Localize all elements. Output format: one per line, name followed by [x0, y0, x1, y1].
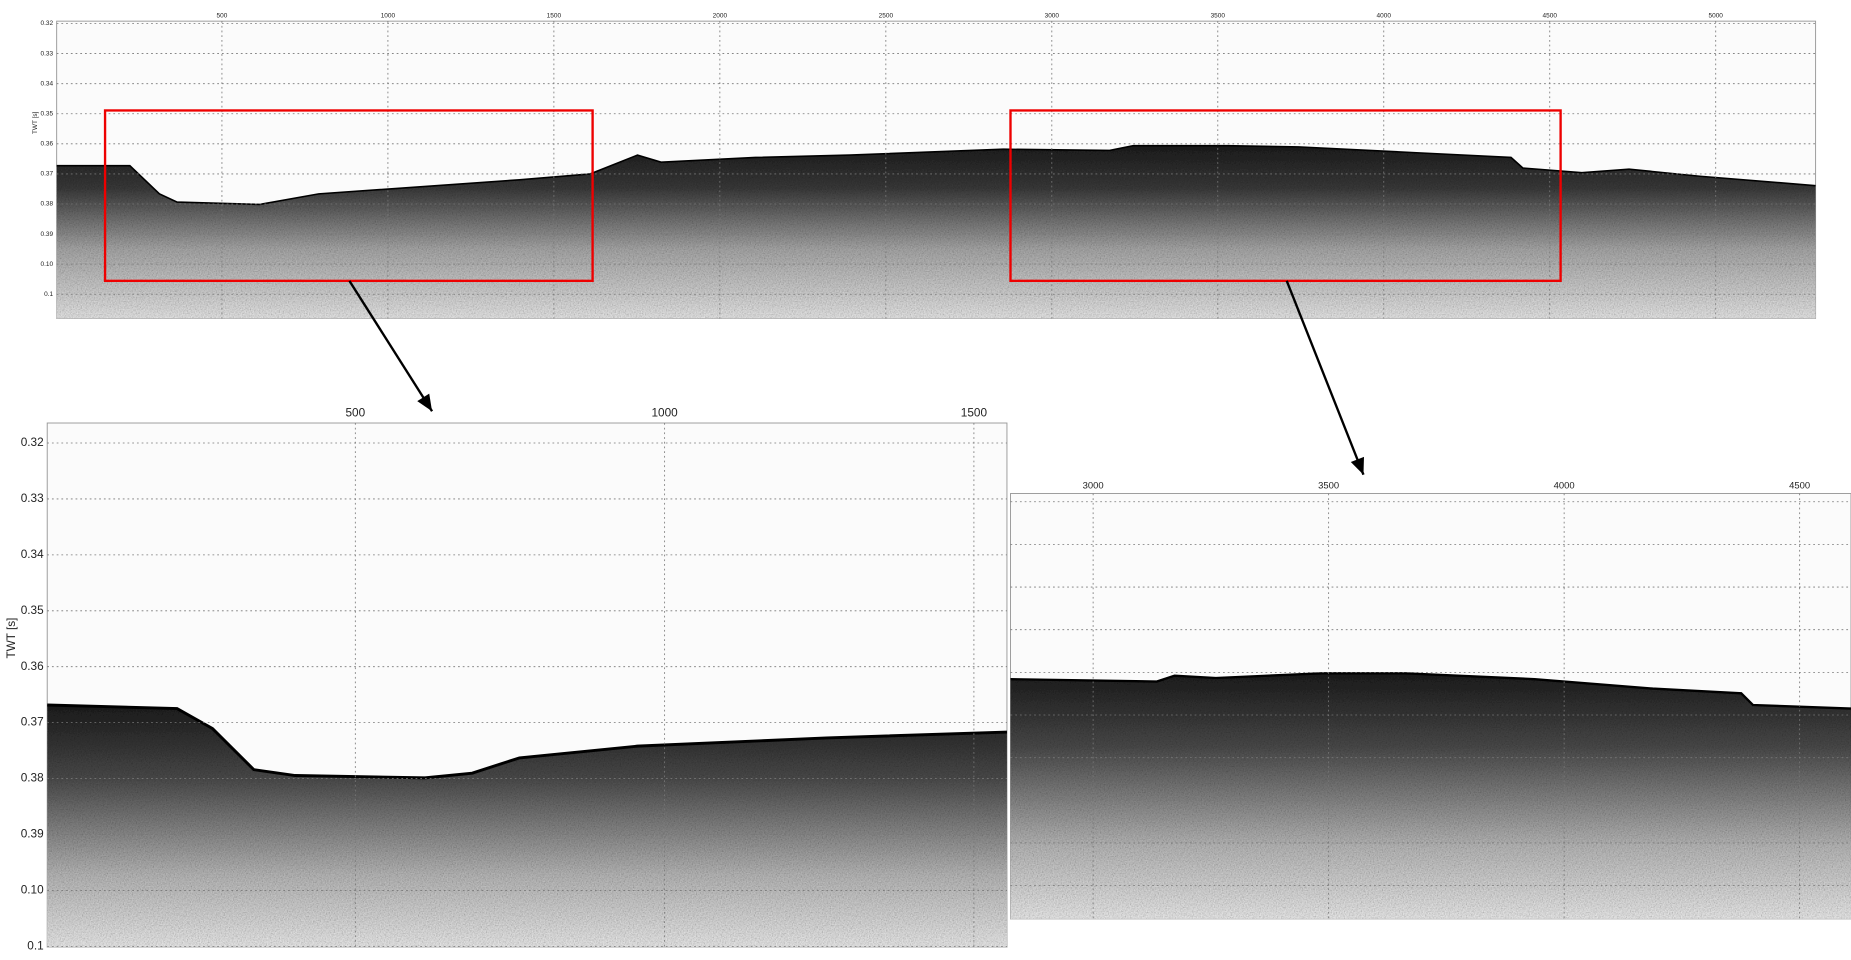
y-tick-label: 0.39 [21, 828, 44, 841]
y-tick-label: 0.36 [21, 660, 44, 673]
y-tick-label: 0.38 [21, 772, 44, 785]
y-tick-label: 0.10 [21, 884, 44, 897]
seabed-reflector [47, 703, 1008, 780]
seabed-reflector [1010, 672, 1851, 710]
x-tick-label: 3500 [1318, 479, 1339, 490]
highlight-box [103, 109, 594, 283]
y-tick-label: 0.33 [21, 492, 44, 505]
arrow-head [417, 393, 433, 412]
seismic-panel: 0.32 0.33 0.34 0.35 0.36 0.37 0.38 0.39 0.10 0.1 5… [32, 13, 1817, 319]
x-tick-label: 3000 [1045, 13, 1060, 20]
y-tick-label: 0.39 [40, 231, 53, 238]
x-tick-label: 2500 [879, 13, 894, 20]
x-tick-label: 1000 [381, 13, 396, 20]
y-tick-label: 0.32 [40, 20, 53, 27]
y-tick-label: 0.34 [21, 548, 44, 561]
arrow-head [1350, 456, 1364, 475]
sediment-fill [56, 145, 1816, 319]
seismic-panel: 3000 3500 4000 4500 [1010, 479, 1851, 920]
arrow-line [1285, 280, 1365, 476]
y-tick-label: 0.33 [40, 50, 53, 57]
highlight-box [1009, 109, 1562, 283]
y-tick-label: 0.37 [40, 171, 53, 178]
x-tick-label: 5000 [1709, 13, 1724, 20]
sediment-fill [47, 705, 1007, 948]
y-tick-label: 0.32 [21, 436, 44, 449]
x-tick-label: 500 [345, 407, 365, 420]
arrow-line [348, 280, 434, 412]
sediment-fill [1010, 673, 1851, 919]
y-tick-label: 0.35 [21, 604, 44, 617]
y-tick-label: 0.10 [40, 261, 53, 268]
x-tick-label: 1500 [547, 13, 562, 20]
x-tick-label: 4000 [1377, 13, 1392, 20]
y-tick-label: 0.37 [21, 716, 44, 729]
y-tick-label: 0.1 [44, 291, 53, 298]
x-tick-label: 1000 [651, 407, 678, 420]
x-tick-label: 500 [217, 13, 228, 20]
y-axis-label: TWT [s] [32, 111, 39, 134]
y-axis-label: TWT [s] [5, 618, 18, 659]
x-tick-label: 1500 [961, 407, 988, 420]
y-tick-label: 0.36 [40, 141, 53, 148]
y-tick-label: 0.1 [27, 939, 43, 952]
x-tick-label: 4500 [1543, 13, 1558, 20]
seismic-panel: 0.32 0.33 0.34 0.35 0.36 0.37 0.38 0.39 0.10 0.1 5… [5, 407, 1008, 952]
x-tick-label: 4500 [1789, 479, 1810, 490]
y-tick-label: 0.34 [40, 80, 53, 87]
x-tick-label: 3000 [1083, 479, 1104, 490]
x-tick-label: 4000 [1554, 479, 1575, 490]
x-tick-label: 3500 [1211, 13, 1226, 20]
y-tick-label: 0.35 [40, 110, 53, 117]
x-tick-label: 2000 [713, 13, 728, 20]
y-tick-label: 0.38 [40, 201, 53, 208]
